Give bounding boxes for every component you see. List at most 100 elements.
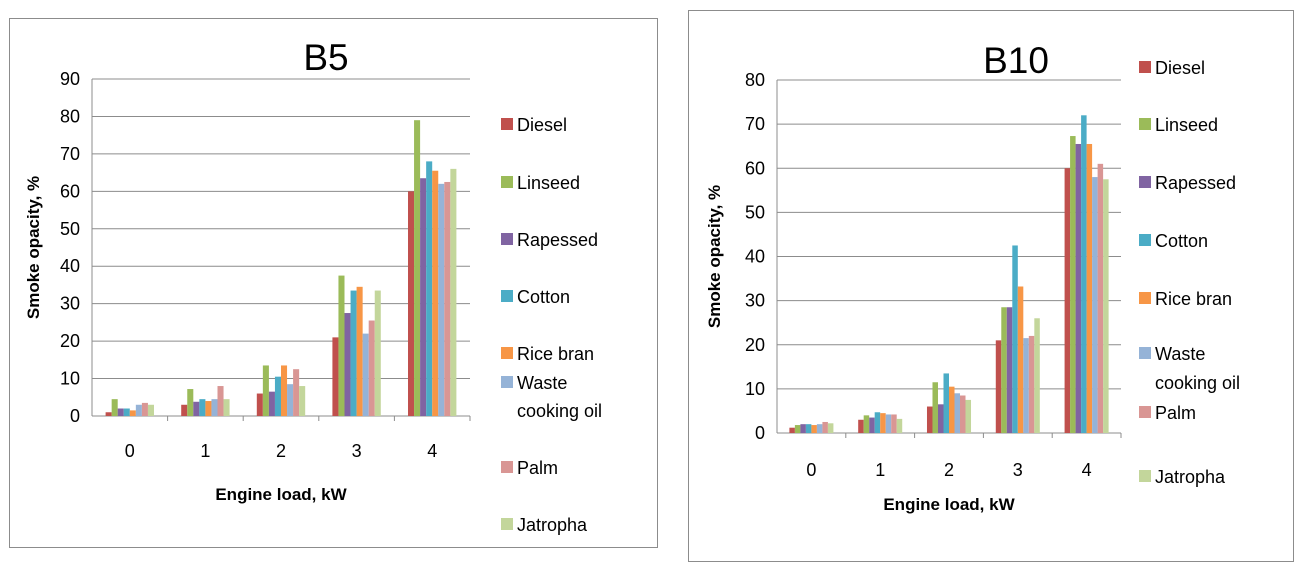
bar-palm (293, 369, 300, 416)
legend-swatch (501, 290, 513, 302)
legend-swatch (1139, 292, 1151, 304)
legend-label-line: cooking oil (517, 401, 602, 421)
bar-rapessed (1006, 307, 1013, 433)
legend-label: Palm (517, 458, 558, 478)
legend-swatch (501, 176, 513, 188)
legend-label: Rice bran (1155, 289, 1232, 309)
bar-rice-bran (205, 401, 212, 416)
bar-rapessed (268, 391, 275, 416)
legend-label: Rapessed (1155, 173, 1236, 193)
bar-rice-bran (356, 286, 363, 416)
bar-waste-cooking-oil (954, 393, 961, 433)
bar-jatropha (450, 168, 457, 416)
y-tick-label: 40 (745, 247, 765, 267)
legend-label: Linseed (517, 173, 580, 193)
bar-palm (822, 421, 828, 433)
legend-swatch (1139, 61, 1151, 73)
x-tick-label: 0 (806, 460, 816, 480)
legend-label-line: Waste (517, 373, 567, 393)
x-tick-label: 3 (352, 441, 362, 461)
bar-diesel (408, 191, 415, 416)
legend-label: Rapessed (517, 230, 598, 250)
bar-diesel (926, 406, 933, 433)
bar-cotton (943, 373, 949, 433)
bar-cotton (350, 290, 357, 416)
x-axis-label: Engine load, kW (883, 495, 1015, 514)
chart-b5: 0 10 20 30 40 50 60 70 80 90 0 1 2 3 4 B5 Smoke opacity,… (24, 37, 602, 535)
bar-linseed (187, 389, 194, 416)
bar-jatropha (965, 399, 972, 433)
bar-palm (1097, 163, 1104, 433)
legend-swatch (501, 118, 513, 130)
bar-jatropha (827, 423, 834, 433)
bar-palm (960, 395, 966, 433)
bar-linseed (794, 425, 801, 433)
legend-label: Cotton (517, 287, 570, 307)
bar-diesel (105, 412, 112, 416)
bar-palm (891, 414, 897, 433)
bar-waste-cooking-oil (287, 384, 294, 416)
legend-swatch (1139, 347, 1151, 359)
bar-rapessed (117, 408, 124, 416)
legend-swatch (1139, 234, 1151, 246)
legend-label: Diesel (1155, 58, 1205, 78)
bar-cotton (123, 408, 130, 416)
x-axis-label: Engine load, kW (215, 485, 347, 504)
legend-swatch (1139, 118, 1151, 130)
y-tick-label: 70 (745, 114, 765, 134)
bar-waste-cooking-oil (362, 333, 369, 416)
bar-rapessed (193, 401, 200, 416)
y-tick-label: 90 (60, 69, 80, 89)
legend-swatch (501, 376, 513, 388)
bar-rice-bran (1017, 286, 1024, 433)
y-tick-label: 60 (745, 158, 765, 178)
legend-label: Palm (1155, 403, 1196, 423)
legend-label: Cotton (1155, 231, 1208, 251)
legend-label: Rice bran (517, 344, 594, 364)
bar-cotton (805, 424, 812, 433)
legend-label: Diesel (517, 115, 567, 135)
bar-waste-cooking-oil (211, 399, 218, 416)
bar-jatropha (1034, 318, 1040, 433)
legend-swatch (501, 347, 513, 359)
bar-cotton (874, 412, 881, 433)
bar-linseed (932, 382, 938, 433)
bar-linseed (414, 120, 421, 416)
bar-waste-cooking-oil (438, 183, 445, 416)
y-tick-label: 0 (70, 406, 80, 426)
bar-rice-bran (811, 425, 817, 433)
bar-rapessed (344, 313, 351, 416)
y-tick-label: 50 (60, 219, 80, 239)
bar-linseed (1001, 307, 1007, 433)
y-tick-label: 80 (60, 106, 80, 126)
x-tick-label: 3 (1013, 460, 1023, 480)
bar-jatropha (147, 404, 154, 416)
legend-label-line: cooking oil (1155, 373, 1240, 393)
bar-palm (444, 181, 451, 416)
bar-rapessed (420, 178, 427, 416)
x-tick-label: 4 (1082, 460, 1092, 480)
bar-linseed (111, 399, 118, 416)
legend-label: Jatropha (1155, 467, 1226, 487)
y-axis-label: Smoke opacity, % (24, 176, 43, 319)
bar-palm (217, 386, 224, 416)
bar-diesel (789, 427, 795, 433)
y-tick-label: 80 (745, 70, 765, 90)
bar-rapessed (937, 404, 944, 433)
legend-swatch (501, 461, 513, 473)
bar-linseed (338, 275, 345, 416)
bar-linseed (262, 365, 269, 416)
y-tick-label: 20 (745, 335, 765, 355)
y-tick-label: 50 (745, 202, 765, 222)
legend-label: Linseed (1155, 115, 1218, 135)
legend-swatch (1139, 176, 1151, 188)
bar-cotton (1081, 115, 1087, 434)
bar-jatropha (896, 418, 903, 433)
bar-waste-cooking-oil (1023, 338, 1029, 433)
x-tick-label: 4 (427, 441, 437, 461)
bar-cotton (274, 376, 281, 416)
bar-jatropha (223, 399, 230, 416)
bar-waste-cooking-oil (885, 414, 892, 433)
bar-linseed (863, 415, 870, 433)
bar-jatropha (1103, 179, 1109, 433)
